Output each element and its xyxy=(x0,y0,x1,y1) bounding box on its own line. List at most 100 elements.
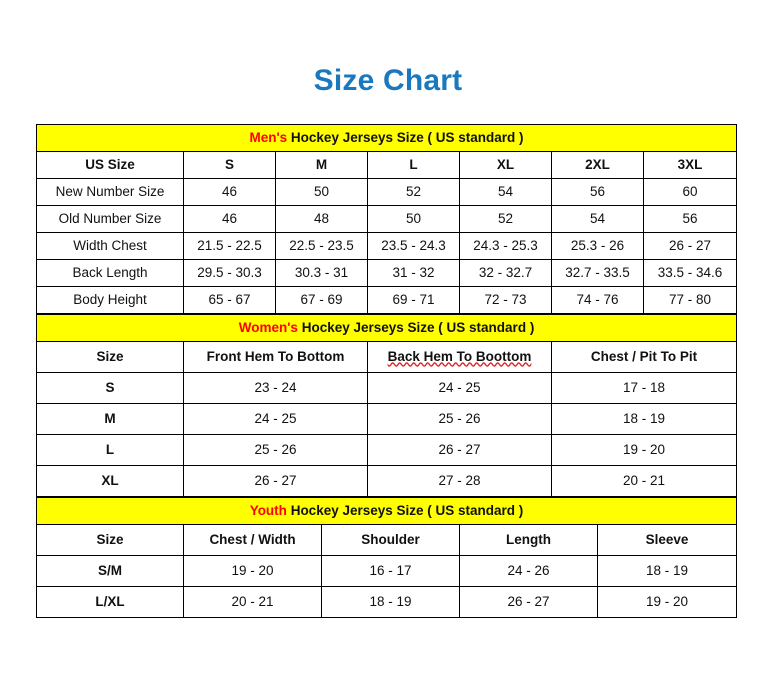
size-chart-tables: Men's Hockey Jerseys Size ( US standard … xyxy=(35,124,738,618)
mens-col-header: XL xyxy=(459,151,552,179)
mens-cell: 69 - 71 xyxy=(367,286,460,314)
womens-cell: 19 - 20 xyxy=(550,434,738,466)
mens-col-header: 3XL xyxy=(643,151,737,179)
mens-banner-rest: Hockey Jerseys Size ( US standard ) xyxy=(287,129,524,145)
table-row: S/M 19 - 20 16 - 17 24 - 26 18 - 19 xyxy=(36,555,737,587)
youth-size-table: Youth Hockey Jerseys Size ( US standard … xyxy=(36,497,737,618)
mens-col-header: 2XL xyxy=(551,151,644,179)
mens-cell: 33.5 - 34.6 xyxy=(643,259,737,287)
table-row: Width Chest 21.5 - 22.5 22.5 - 23.5 23.5… xyxy=(36,232,737,260)
mens-cell: 50 xyxy=(367,205,460,233)
womens-col-header-misspelled: Back Hem To Boottom xyxy=(367,341,552,373)
youth-col-header: Chest / Width xyxy=(183,524,322,556)
mens-cell: 52 xyxy=(459,205,552,233)
youth-col-header: Length xyxy=(459,524,598,556)
womens-cell: 26 - 27 xyxy=(367,434,552,466)
mens-cell: 32 - 32.7 xyxy=(459,259,552,287)
mens-cell: 72 - 73 xyxy=(459,286,552,314)
youth-cell: 20 - 21 xyxy=(183,586,322,618)
table-row: S 23 - 24 24 - 25 17 - 18 xyxy=(36,372,738,404)
womens-size-label: S xyxy=(36,372,184,404)
mens-cell: 52 xyxy=(367,178,460,206)
mens-row-label: New Number Size xyxy=(36,178,184,206)
womens-section-banner: Women's Hockey Jerseys Size ( US standar… xyxy=(35,314,738,342)
mens-row-label: Width Chest xyxy=(36,232,184,260)
youth-column-header-row: Size Chest / Width Shoulder Length Sleev… xyxy=(36,524,737,556)
mens-cell: 48 xyxy=(275,205,368,233)
mens-cell: 24.3 - 25.3 xyxy=(459,232,552,260)
table-row: Back Length 29.5 - 30.3 30.3 - 31 31 - 3… xyxy=(36,259,737,287)
mens-cell: 54 xyxy=(459,178,552,206)
youth-cell: 18 - 19 xyxy=(597,555,737,587)
mens-col-header: L xyxy=(367,151,460,179)
mens-row-label: Old Number Size xyxy=(36,205,184,233)
mens-cell: 56 xyxy=(551,178,644,206)
mens-size-table: Men's Hockey Jerseys Size ( US standard … xyxy=(36,124,737,314)
mens-banner-accent: Men's xyxy=(249,129,288,145)
mens-cell: 46 xyxy=(183,205,276,233)
youth-size-label: S/M xyxy=(36,555,184,587)
mens-cell: 31 - 32 xyxy=(367,259,460,287)
mens-cell: 60 xyxy=(643,178,737,206)
table-row: L 25 - 26 26 - 27 19 - 20 xyxy=(36,434,738,466)
table-row: Old Number Size 46 48 50 52 54 56 xyxy=(36,205,737,233)
mens-cell: 67 - 69 xyxy=(275,286,368,314)
womens-section-banner-row: Women's Hockey Jerseys Size ( US standar… xyxy=(35,314,738,342)
youth-col-header: Size xyxy=(36,524,184,556)
womens-cell: 20 - 21 xyxy=(550,465,738,497)
mens-cell: 54 xyxy=(551,205,644,233)
womens-cell: 23 - 24 xyxy=(183,372,368,404)
mens-cell: 22.5 - 23.5 xyxy=(275,232,368,260)
mens-cell: 23.5 - 24.3 xyxy=(367,232,460,260)
youth-section-banner: Youth Hockey Jerseys Size ( US standard … xyxy=(36,497,737,525)
mens-cell: 50 xyxy=(275,178,368,206)
youth-cell: 18 - 19 xyxy=(321,586,460,618)
mens-row-label: Back Length xyxy=(36,259,184,287)
mens-column-header-row: US Size S M L XL 2XL 3XL xyxy=(36,151,737,179)
youth-size-label: L/XL xyxy=(36,586,184,618)
table-row: M 24 - 25 25 - 26 18 - 19 xyxy=(36,403,738,435)
womens-size-label: L xyxy=(36,434,184,466)
womens-cell: 25 - 26 xyxy=(183,434,368,466)
womens-cell: 25 - 26 xyxy=(367,403,552,435)
youth-banner-accent: Youth xyxy=(249,502,287,518)
youth-cell: 24 - 26 xyxy=(459,555,598,587)
table-row: Body Height 65 - 67 67 - 69 69 - 71 72 -… xyxy=(36,286,737,314)
youth-col-header: Sleeve xyxy=(597,524,737,556)
table-row: New Number Size 46 50 52 54 56 60 xyxy=(36,178,737,206)
table-row: L/XL 20 - 21 18 - 19 26 - 27 19 - 20 xyxy=(36,586,737,618)
youth-cell: 19 - 20 xyxy=(597,586,737,618)
mens-cell: 29.5 - 30.3 xyxy=(183,259,276,287)
mens-cell: 46 xyxy=(183,178,276,206)
womens-col-header: Front Hem To Bottom xyxy=(183,341,368,373)
mens-cell: 65 - 67 xyxy=(183,286,276,314)
mens-col-header: US Size xyxy=(36,151,184,179)
youth-section-banner-row: Youth Hockey Jerseys Size ( US standard … xyxy=(36,497,737,525)
womens-size-table: Women's Hockey Jerseys Size ( US standar… xyxy=(35,314,738,497)
womens-cell: 27 - 28 xyxy=(367,465,552,497)
mens-cell: 77 - 80 xyxy=(643,286,737,314)
mens-section-banner: Men's Hockey Jerseys Size ( US standard … xyxy=(36,124,737,152)
mens-row-label: Body Height xyxy=(36,286,184,314)
mens-cell: 32.7 - 33.5 xyxy=(551,259,644,287)
mens-cell: 56 xyxy=(643,205,737,233)
womens-banner-rest: Hockey Jerseys Size ( US standard ) xyxy=(297,319,535,335)
mens-cell: 21.5 - 22.5 xyxy=(183,232,276,260)
mens-col-header: M xyxy=(275,151,368,179)
womens-cell: 24 - 25 xyxy=(183,403,368,435)
misspelled-text: Back Hem To Boottom xyxy=(387,348,532,364)
youth-banner-rest: Hockey Jerseys Size ( US standard ) xyxy=(286,502,524,518)
womens-size-label: XL xyxy=(36,465,184,497)
youth-col-header: Shoulder xyxy=(321,524,460,556)
page-title: Size Chart xyxy=(313,64,463,97)
mens-cell: 30.3 - 31 xyxy=(275,259,368,287)
mens-cell: 25.3 - 26 xyxy=(551,232,644,260)
mens-cell: 74 - 76 xyxy=(551,286,644,314)
womens-cell: 18 - 19 xyxy=(550,403,738,435)
womens-banner-accent: Women's xyxy=(238,319,298,335)
womens-cell: 26 - 27 xyxy=(183,465,368,497)
mens-section-banner-row: Men's Hockey Jerseys Size ( US standard … xyxy=(36,124,737,152)
mens-col-header: S xyxy=(183,151,276,179)
table-row: XL 26 - 27 27 - 28 20 - 21 xyxy=(36,465,738,497)
